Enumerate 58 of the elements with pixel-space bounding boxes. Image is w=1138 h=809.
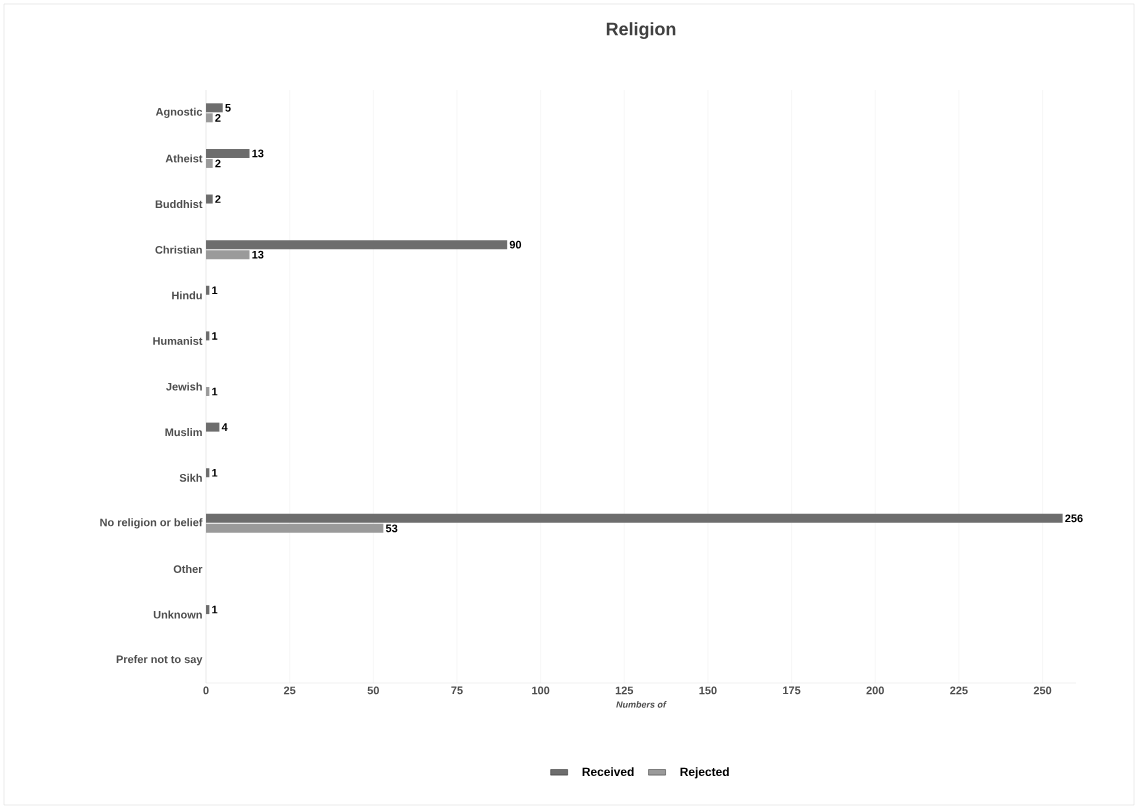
bar [206, 468, 210, 478]
x-tick-label: 25 [283, 686, 296, 695]
data-label: 90 [509, 240, 522, 249]
bar [206, 240, 508, 250]
bar [206, 148, 250, 158]
data-label: 1 [212, 332, 218, 340]
legend-label: Received [582, 767, 634, 777]
y-tick-label: Agnostic [155, 107, 203, 118]
x-tick-label: 100 [532, 686, 550, 695]
data-label: 2 [215, 159, 221, 168]
x-tick-label: 75 [451, 686, 463, 695]
data-label: 1 [212, 468, 218, 477]
y-tick-label: Jewish [166, 382, 202, 391]
x-tick-label: 150 [699, 686, 717, 695]
x-axis-title: Numbers of [616, 701, 667, 708]
y-tick-label: Muslim [165, 428, 202, 437]
data-label: 13 [252, 250, 264, 259]
data-label: 2 [215, 195, 221, 203]
data-label: 1 [212, 387, 218, 396]
bar [206, 331, 210, 341]
bar [206, 605, 210, 615]
bar [206, 113, 213, 123]
bar [206, 103, 223, 113]
bar [206, 523, 384, 533]
data-label: 256 [1065, 514, 1083, 523]
data-label: 2 [215, 113, 221, 122]
x-tick-label: 200 [866, 686, 884, 695]
chart-title: Religion [606, 22, 676, 39]
x-tick-label: 0 [203, 686, 209, 695]
y-tick-label: Other [173, 564, 203, 573]
y-tick-label: No religion or belief [100, 518, 203, 529]
bar [206, 513, 1063, 523]
data-label: 1 [212, 605, 218, 614]
y-tick-label: Prefer not to say [116, 655, 203, 666]
data-label: 4 [221, 423, 228, 431]
x-tick-label: 125 [615, 686, 634, 695]
y-tick-label: Hindu [172, 291, 202, 300]
legend-label: Rejected [680, 767, 729, 779]
x-tick-label: 175 [783, 686, 801, 695]
data-label: 1 [212, 286, 218, 295]
bar [206, 387, 210, 396]
x-tick-label: 225 [950, 686, 968, 695]
data-label: 13 [252, 149, 264, 158]
y-tick-label: Atheist [165, 154, 203, 163]
y-tick-label: Unknown [153, 610, 202, 619]
bar [206, 285, 210, 295]
y-tick-label: Sikh [179, 473, 202, 482]
bar [206, 194, 213, 204]
y-tick-label: Buddhist [155, 200, 203, 209]
bar [206, 422, 220, 432]
y-tick-label: Christian [155, 245, 202, 254]
x-tick-label: 50 [367, 686, 379, 695]
x-tick-label: 250 [1033, 686, 1052, 695]
data-label: 5 [225, 103, 231, 112]
bar [206, 158, 213, 168]
data-label: 53 [385, 524, 398, 533]
bar [206, 250, 250, 260]
y-tick-label: Humanist [153, 336, 203, 345]
